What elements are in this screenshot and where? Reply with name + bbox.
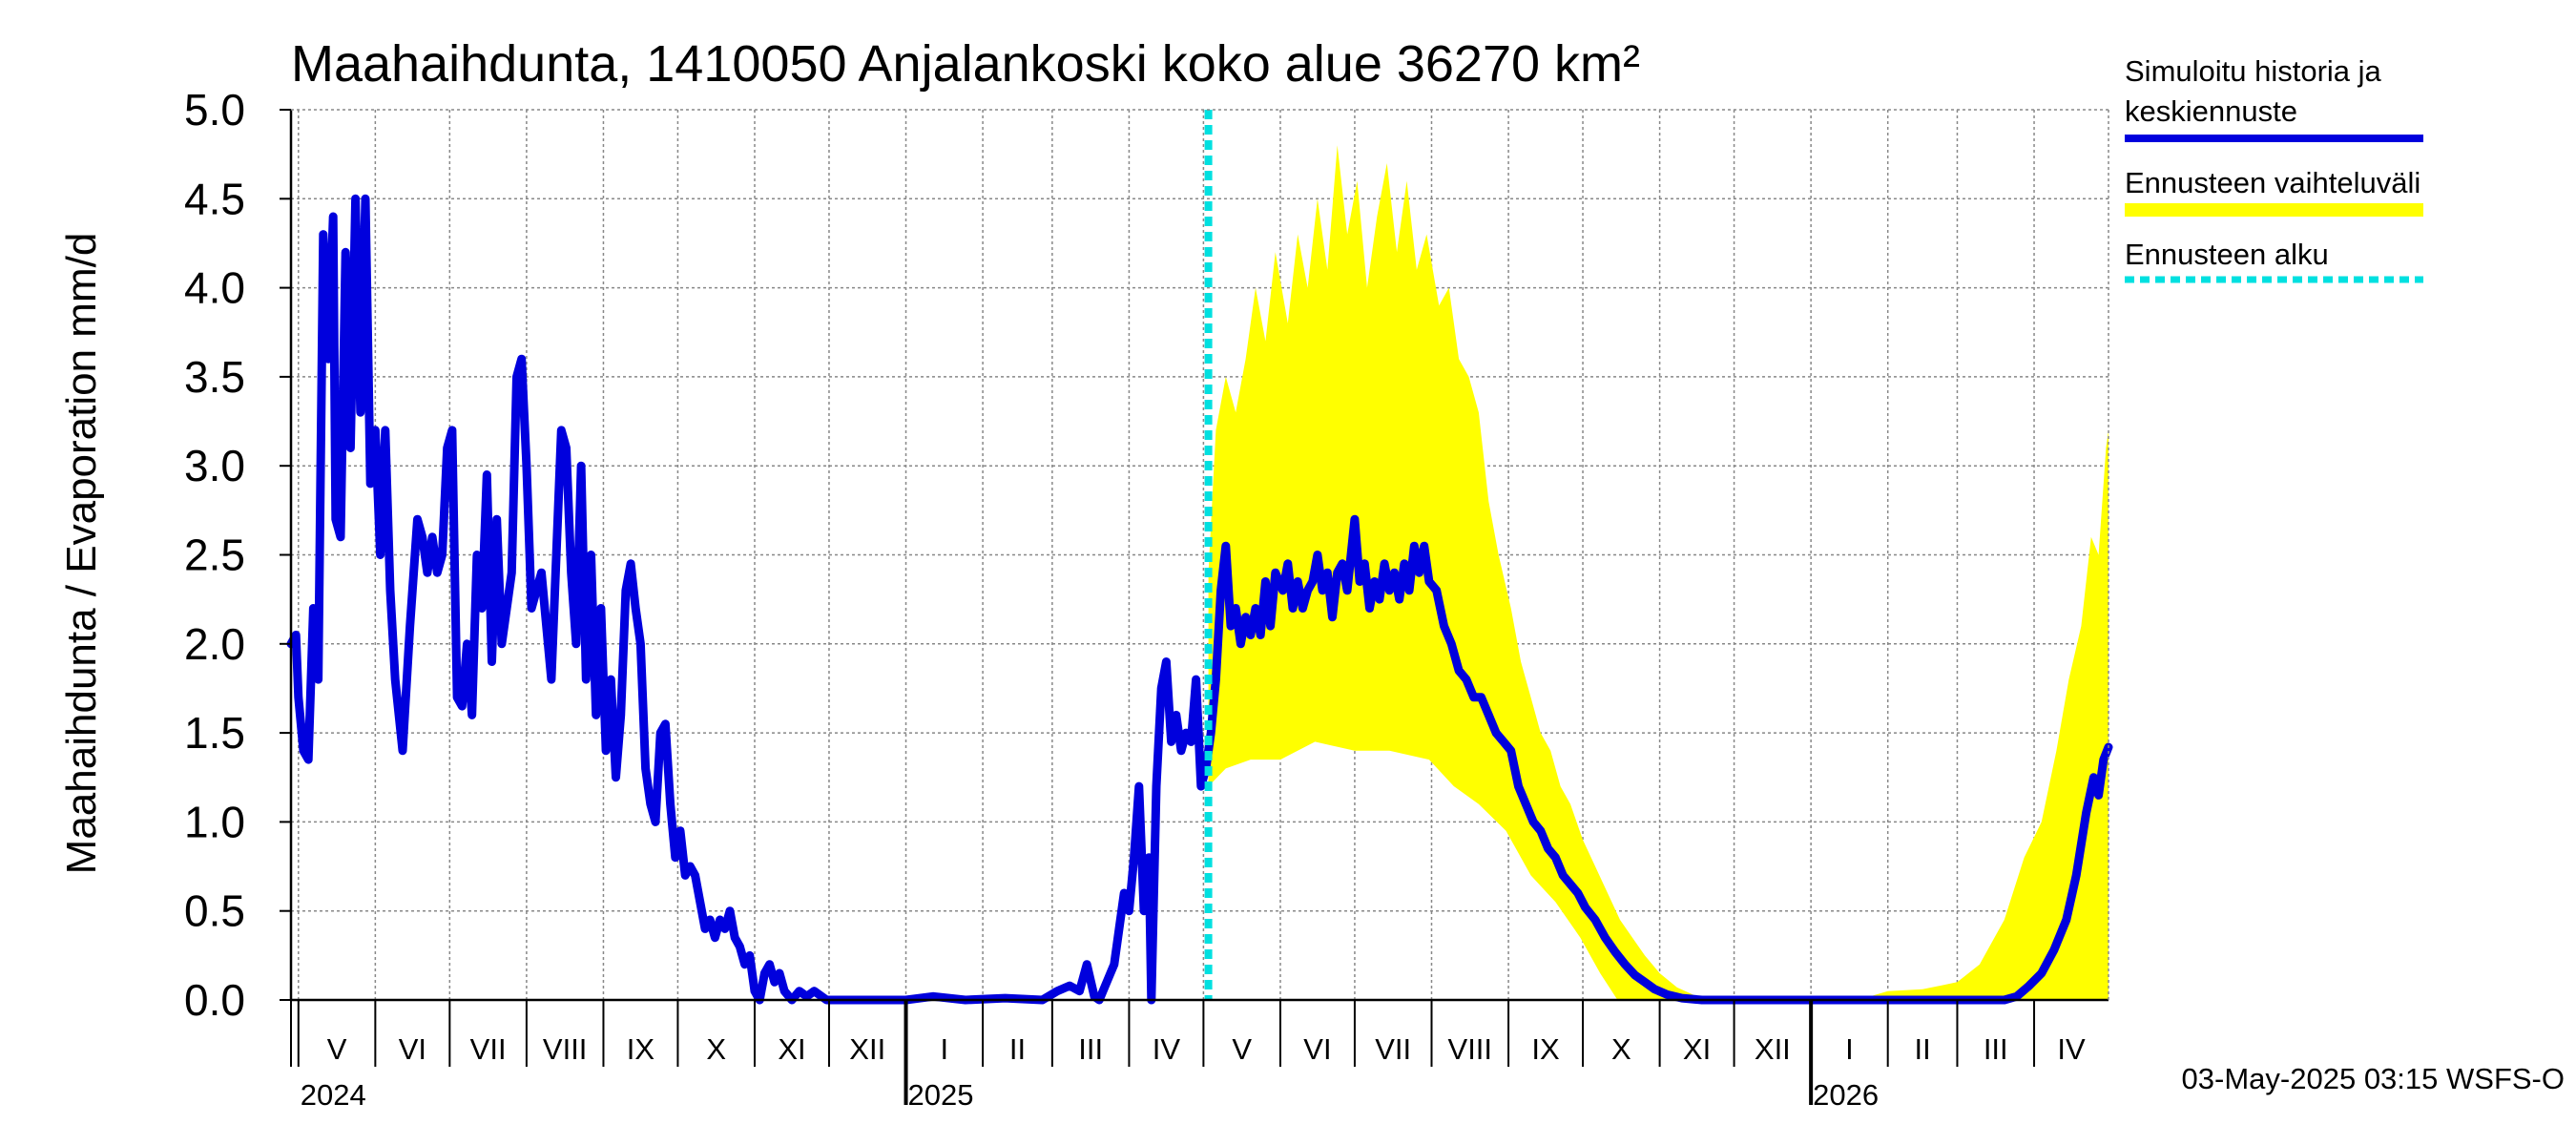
month-label: XI — [778, 1032, 805, 1066]
plot-frame — [280, 109, 2109, 1002]
month-label: IV — [1153, 1032, 1181, 1066]
month-label: I — [940, 1032, 948, 1066]
month-label: VII — [1375, 1032, 1411, 1066]
month-label: V — [327, 1032, 347, 1066]
chart-title: Maahaihdunta, 1410050 Anjalankoski koko … — [291, 35, 1640, 93]
legend-label: Simuloitu historia ja — [2125, 54, 2382, 88]
month-label: I — [1845, 1032, 1854, 1066]
y-tick-label: 5.0 — [184, 85, 245, 135]
simulated-history-and-mean-forecast-line — [286, 194, 2113, 1005]
y-tick-label: 1.5 — [184, 708, 245, 758]
y-tick-label: 0.0 — [184, 975, 245, 1025]
month-label: VI — [399, 1032, 426, 1066]
month-label: X — [706, 1032, 726, 1066]
legend: Simuloitu historia ja keskiennuste Ennuste… — [2125, 54, 2423, 283]
year-label: 2026 — [1813, 1078, 1879, 1112]
month-label: XI — [1683, 1032, 1711, 1066]
month-label: X — [1611, 1032, 1631, 1066]
y-tick-label: 4.5 — [184, 174, 245, 223]
grid-lines — [291, 110, 2109, 1000]
y-tick-label: 1.0 — [184, 797, 245, 846]
month-label: III — [1078, 1032, 1103, 1066]
month-label: VIII — [1448, 1032, 1493, 1066]
y-tick-label: 2.0 — [184, 619, 245, 669]
y-tick-label: 2.5 — [184, 531, 245, 580]
y-tick-label: 3.0 — [184, 441, 245, 490]
month-label: XII — [1755, 1032, 1791, 1066]
legend-label: keskiennuste — [2125, 94, 2297, 128]
y-tick-label: 3.5 — [184, 352, 245, 402]
month-label: VII — [470, 1032, 507, 1066]
month-label: XII — [849, 1032, 885, 1066]
year-label: 2024 — [301, 1078, 366, 1112]
y-tick-labels: 0.0 0.5 1.0 1.5 2.0 2.5 3.0 3.5 4.0 4.5 5.0 — [184, 85, 245, 1025]
month-label: IX — [627, 1032, 655, 1066]
month-label: VI — [1303, 1032, 1331, 1066]
month-label: II — [1914, 1032, 1930, 1066]
series-line-layer — [286, 194, 2113, 1005]
y-tick-label: 0.5 — [184, 886, 245, 936]
month-label: VIII — [543, 1032, 588, 1066]
footer-timestamp: 03-May-2025 03:15 WSFS-O — [2182, 1062, 2565, 1095]
forecast-range-layer — [1208, 145, 2109, 1001]
x-axis: V VI VII VIII IX X XI XII I II III IV V VI VII VIII IX X X… — [290, 1000, 2086, 1112]
legend-label: Ennusteen alku — [2125, 238, 2329, 271]
month-label: IV — [2057, 1032, 2086, 1066]
forecast-range-band — [1208, 145, 2109, 1001]
y-tick-label: 4.0 — [184, 263, 245, 313]
month-label: III — [1984, 1032, 2008, 1066]
year-label: 2025 — [908, 1078, 974, 1112]
legend-label: Ennusteen vaihteluväli — [2125, 166, 2420, 199]
month-label: II — [1009, 1032, 1026, 1066]
month-label: IX — [1531, 1032, 1560, 1066]
y-axis-label: Maahaihdunta / Evaporation mm/d — [58, 233, 105, 875]
month-label: V — [1232, 1032, 1252, 1066]
